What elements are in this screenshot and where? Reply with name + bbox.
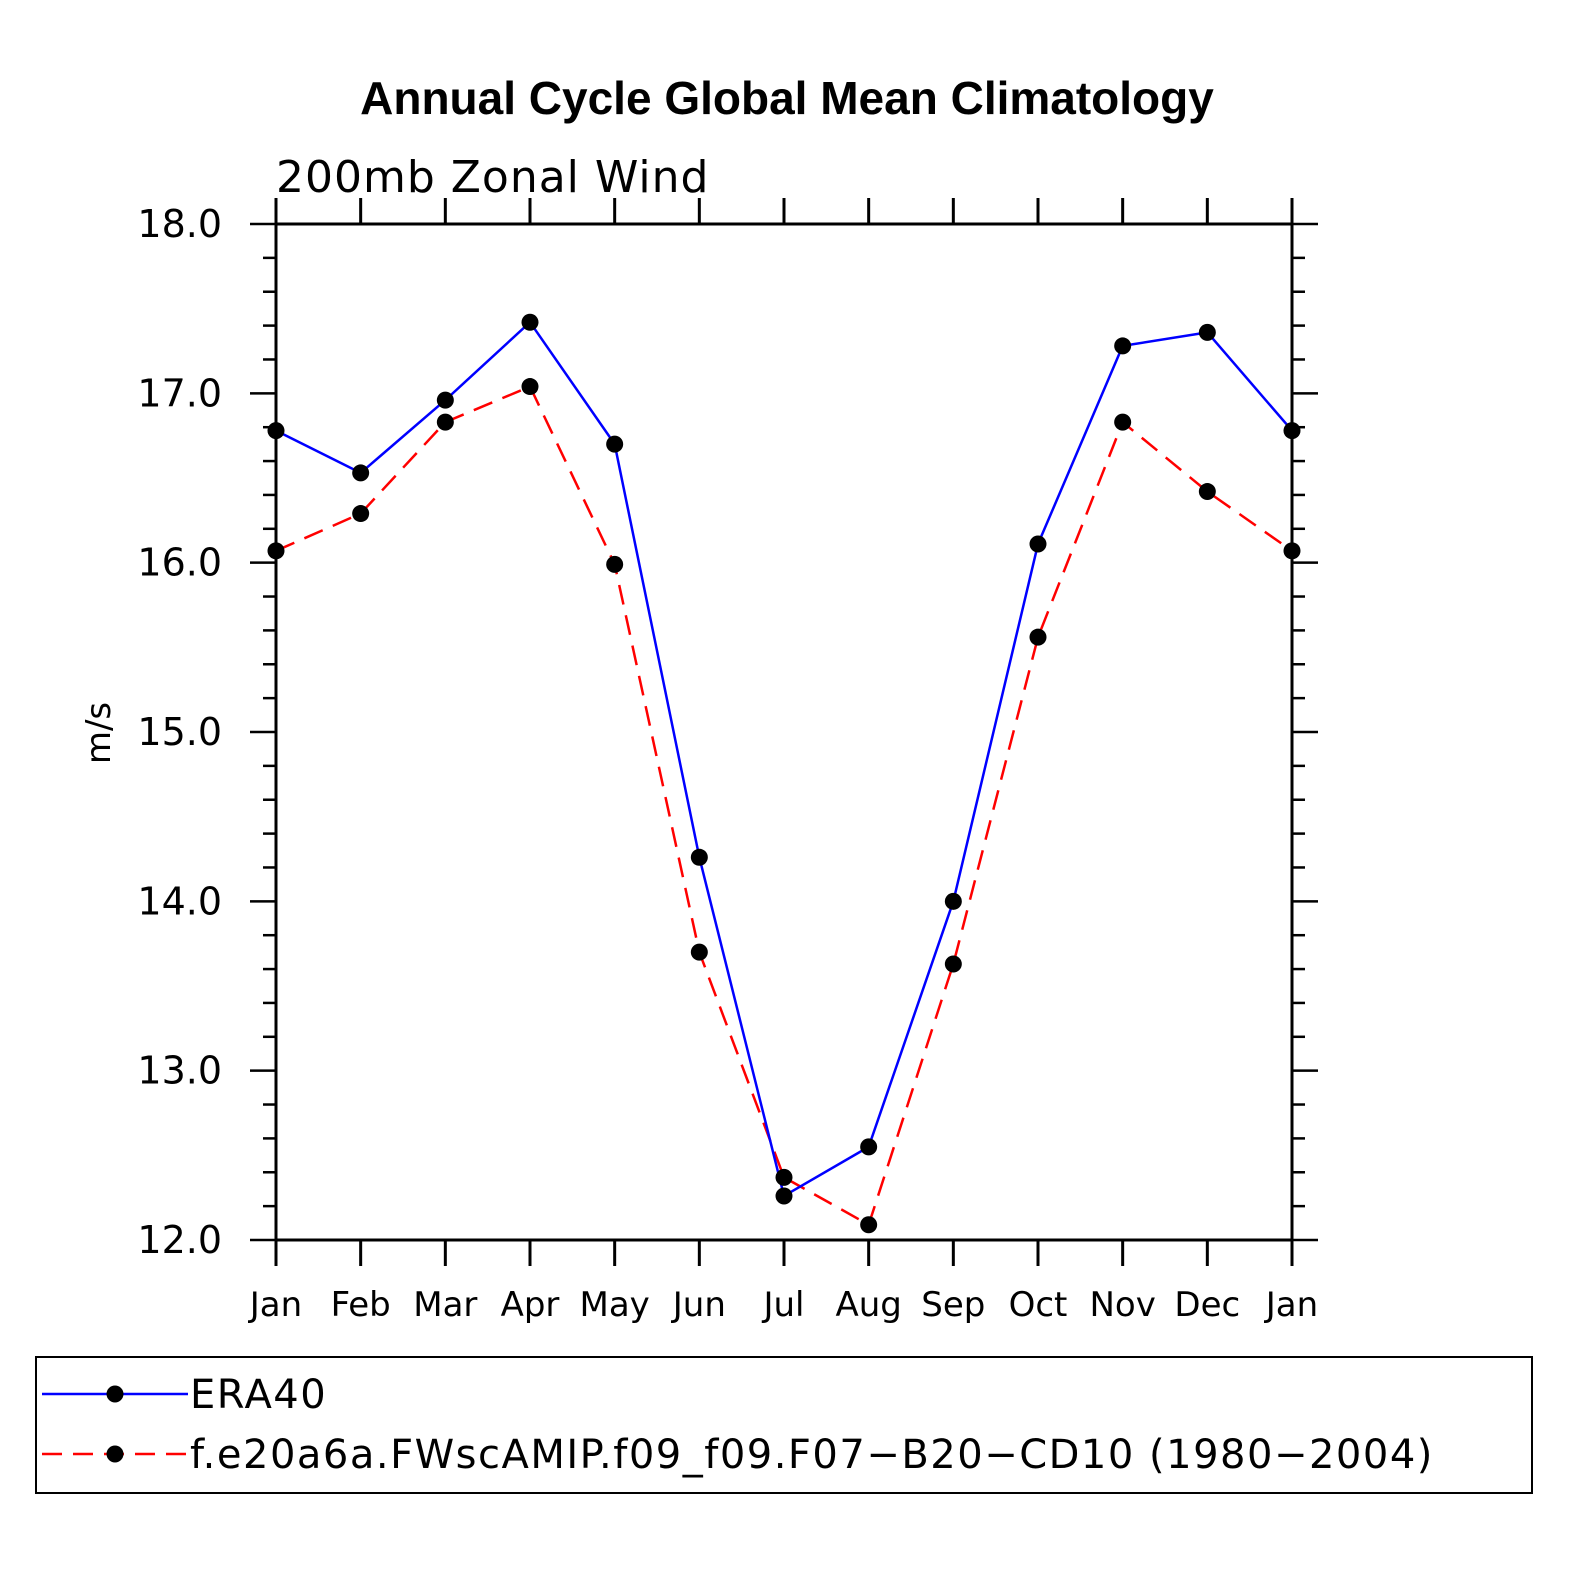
data-point-series-1 <box>352 505 370 523</box>
x-tick-label: May <box>580 1285 650 1325</box>
series-group <box>267 313 1301 1234</box>
legend-box <box>35 1356 1533 1494</box>
legend: ERA40 f.e20a6a.FWscAMIP.f09_f09.F07−B20−C… <box>35 1356 1533 1494</box>
y-tick-label: 18.0 <box>137 202 222 246</box>
y-tick-label: 15.0 <box>137 710 222 754</box>
y-tick-label: 17.0 <box>137 371 222 415</box>
y-tick-label: 13.0 <box>137 1049 222 1093</box>
data-point-series-0 <box>1198 323 1216 341</box>
x-tick-label: Jan <box>248 1285 302 1325</box>
data-point-series-1 <box>1114 413 1132 431</box>
data-point-series-0 <box>860 1138 878 1156</box>
x-tick-label: Dec <box>1174 1285 1240 1325</box>
data-point-series-0 <box>775 1187 793 1205</box>
series-line-1 <box>275 385 1293 1227</box>
legend-marker-1 <box>106 1445 124 1463</box>
data-point-series-0 <box>1114 337 1132 355</box>
legend-label-0: ERA40 <box>190 1372 327 1418</box>
x-tick-label: Sep <box>921 1285 985 1325</box>
data-point-series-1 <box>1283 542 1301 560</box>
data-point-series-1 <box>690 943 708 961</box>
data-point-series-0 <box>436 391 454 409</box>
data-point-series-1 <box>860 1216 878 1234</box>
legend-label-1: f.e20a6a.FWscAMIP.f09_f09.F07−B20−CD10 (… <box>190 1432 1434 1478</box>
y-tick-label: 14.0 <box>137 879 222 923</box>
x-tick-label: Jun <box>671 1285 726 1325</box>
data-point-series-1 <box>267 542 285 560</box>
x-tick-label: Mar <box>413 1285 477 1325</box>
plot-border <box>274 222 1294 1242</box>
x-tick-label: Apr <box>501 1285 560 1325</box>
x-tick-label: Oct <box>1009 1285 1068 1325</box>
series-line-0 <box>275 320 1293 1198</box>
x-tick-label: Nov <box>1089 1285 1155 1325</box>
chart-title: Annual Cycle Global Mean Climatology <box>360 72 1214 124</box>
plot-frame <box>274 222 1294 1242</box>
y-tick-labels: 12.0 13.0 14.0 15.0 16.0 17.0 18.0 <box>137 202 222 1262</box>
data-point-series-1 <box>944 955 962 973</box>
data-point-series-1 <box>606 555 624 573</box>
data-point-series-0 <box>521 313 539 331</box>
y-tick-label: 12.0 <box>137 1218 222 1262</box>
x-tick-label: Feb <box>331 1285 391 1325</box>
data-point-series-0 <box>352 464 370 482</box>
axis-ticks <box>250 198 1318 1266</box>
y-axis-label: m/s <box>79 702 119 764</box>
data-point-series-0 <box>690 848 708 866</box>
data-point-series-1 <box>521 378 539 396</box>
y-tick-label: 16.0 <box>137 541 222 585</box>
x-tick-label: Jan <box>1264 1285 1318 1325</box>
data-point-series-0 <box>944 892 962 910</box>
chart-subtitle: 200mb Zonal Wind <box>276 152 709 203</box>
data-point-series-0 <box>1029 535 1047 553</box>
data-point-series-0 <box>267 422 285 440</box>
data-point-series-0 <box>606 435 624 453</box>
data-point-series-0 <box>1283 422 1301 440</box>
x-tick-label: Aug <box>835 1285 901 1325</box>
data-point-series-1 <box>1029 628 1047 646</box>
legend-marker-0 <box>106 1385 124 1403</box>
data-point-series-1 <box>1198 483 1216 501</box>
x-tick-labels: Jan Feb Mar Apr May Jun Jul Aug Sep Oct Nov Dec Jan <box>248 1285 1318 1325</box>
data-point-series-1 <box>775 1168 793 1186</box>
data-point-series-1 <box>436 413 454 431</box>
x-tick-label: Jul <box>761 1285 804 1325</box>
